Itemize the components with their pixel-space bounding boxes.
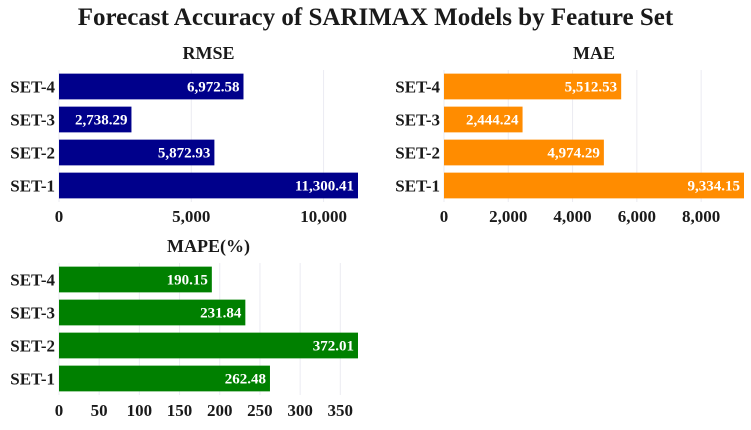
category-label: SET-3 <box>10 304 55 323</box>
chart-panel-3: MAPE(%) 262.48 SET-1 372.01 SET-2 231.84 SET-3… <box>10 236 358 420</box>
x-tick-label: 6,000 <box>618 207 656 226</box>
x-tick-label: 250 <box>247 401 273 420</box>
x-tick-label: 0 <box>440 207 449 226</box>
data-label: 372.01 <box>313 339 354 355</box>
x-tick-label: 5,000 <box>172 207 210 226</box>
x-tick-label: 50 <box>91 401 108 420</box>
chart-panel-2: MAE 9,334.15 SET-1 4,974.29 SET-2 2,444.24 SET… <box>395 43 744 226</box>
bar-set-2 <box>444 139 604 166</box>
x-tick-label: 8,000 <box>682 207 720 226</box>
bar-set-1 <box>444 172 744 199</box>
bar-set-1 <box>59 365 270 392</box>
panel-title: RMSE <box>182 43 234 63</box>
category-label: SET-2 <box>10 337 55 356</box>
data-label: 9,334.15 <box>688 179 741 195</box>
bar-set-2 <box>59 332 358 359</box>
x-tick-label: 0 <box>55 401 64 420</box>
data-label: 11,300.41 <box>295 179 354 195</box>
data-label: 2,738.29 <box>75 113 128 129</box>
x-tick-label: 10,000 <box>300 207 347 226</box>
bar-set-2 <box>59 139 215 166</box>
category-label: SET-2 <box>10 144 55 163</box>
data-label: 190.15 <box>167 273 208 289</box>
category-label: SET-4 <box>10 78 55 97</box>
category-label: SET-4 <box>10 271 55 290</box>
panel-title: MAPE(%) <box>167 236 250 257</box>
data-label: 5,512.53 <box>565 80 618 96</box>
data-label: 2,444.24 <box>466 113 519 129</box>
chart-title: Forecast Accuracy of SARIMAX Models by F… <box>78 4 674 31</box>
bar-set-3 <box>59 106 132 133</box>
bar-set-3 <box>59 299 246 326</box>
x-tick-label: 100 <box>127 401 153 420</box>
category-label: SET-2 <box>395 144 440 163</box>
bar-set-4 <box>444 73 622 100</box>
data-label: 5,872.93 <box>158 146 211 162</box>
category-label: SET-1 <box>395 177 440 196</box>
chart-panel-1: RMSE 11,300.41 SET-1 5,872.93 SET-2 2,738.29 S… <box>10 43 358 226</box>
data-label: 6,972.58 <box>187 80 240 96</box>
x-tick-label: 0 <box>55 207 64 226</box>
panel-title: MAE <box>573 43 615 63</box>
bar-set-4 <box>59 73 244 100</box>
category-label: SET-4 <box>395 78 440 97</box>
category-label: SET-1 <box>10 370 55 389</box>
x-tick-label: 150 <box>167 401 193 420</box>
x-tick-label: 300 <box>287 401 313 420</box>
bar-set-1 <box>59 172 358 199</box>
category-label: SET-3 <box>10 111 55 130</box>
x-tick-label: 200 <box>207 401 233 420</box>
data-label: 262.48 <box>225 372 266 388</box>
data-label: 4,974.29 <box>547 146 600 162</box>
x-tick-label: 2,000 <box>489 207 527 226</box>
category-label: SET-1 <box>10 177 55 196</box>
bar-set-3 <box>444 106 523 133</box>
x-tick-label: 4,000 <box>553 207 591 226</box>
bar-set-4 <box>59 266 212 293</box>
data-label: 231.84 <box>200 306 242 322</box>
x-tick-label: 350 <box>328 401 354 420</box>
category-label: SET-3 <box>395 111 440 130</box>
